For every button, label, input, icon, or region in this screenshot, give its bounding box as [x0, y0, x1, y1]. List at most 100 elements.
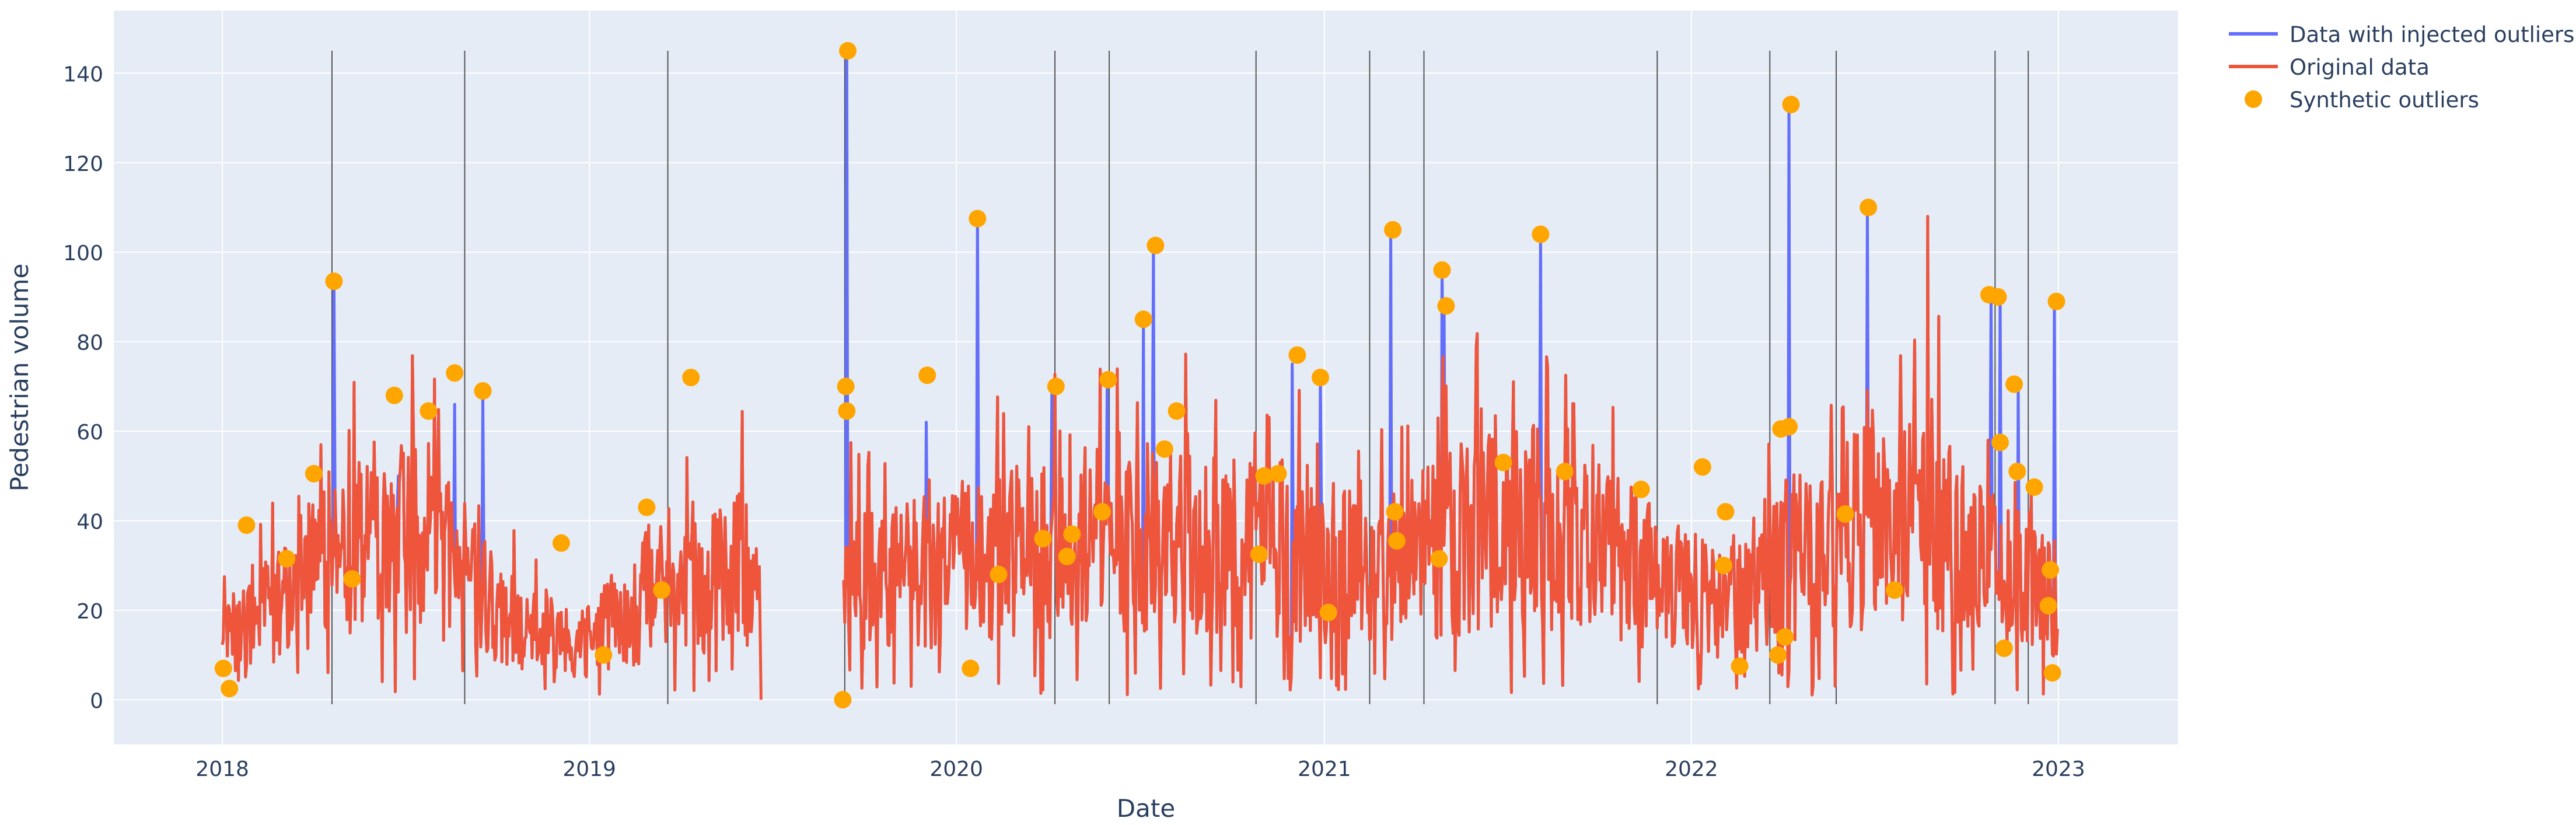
outlier-marker	[834, 691, 852, 709]
outlier-marker	[918, 366, 936, 384]
outlier-marker	[1886, 581, 1903, 599]
outlier-markers	[214, 42, 2065, 709]
outlier-marker	[1430, 550, 1448, 568]
outlier-marker	[2047, 292, 2065, 310]
outlier-marker	[1312, 369, 1329, 386]
outlier-marker	[474, 382, 492, 400]
outlier-marker	[446, 364, 464, 382]
outlier-marker	[1155, 440, 1173, 458]
y-tick-label: 60	[76, 421, 103, 445]
outlier-marker	[1384, 221, 1402, 239]
outlier-marker	[1386, 503, 1404, 521]
outlier-marker	[343, 570, 361, 588]
outlier-marker	[2042, 561, 2060, 579]
y-tick-label: 0	[90, 689, 103, 713]
outlier-marker	[1093, 503, 1111, 521]
y-tick-label: 80	[76, 331, 103, 355]
outlier-marker	[325, 272, 343, 291]
outlier-marker	[1099, 370, 1117, 389]
y-axis-title: Pedestrian volume	[5, 264, 34, 492]
outlier-marker	[838, 402, 856, 420]
outlier-marker	[1147, 236, 1165, 254]
outlier-marker	[1989, 288, 2007, 306]
y-tick-label: 40	[76, 510, 103, 534]
x-axis-title: Date	[1117, 794, 1175, 823]
outlier-marker	[1269, 464, 1287, 483]
legend-label: Original data	[2290, 55, 2430, 80]
outlier-marker	[278, 550, 296, 568]
series-line-original-tail	[757, 565, 763, 700]
legend-marker-swatch	[2245, 90, 2262, 108]
outlier-marker	[990, 565, 1008, 583]
outlier-marker	[420, 402, 438, 420]
legend-item-original[interactable]: Original data	[2229, 55, 2430, 80]
outlier-marker	[2025, 478, 2043, 496]
x-tick-label: 2018	[195, 757, 249, 781]
outlier-marker	[1991, 434, 2009, 452]
legend-item-injected[interactable]: Data with injected outliers	[2229, 22, 2574, 47]
outlier-marker	[237, 516, 256, 534]
outlier-marker	[1047, 377, 1065, 396]
outlier-marker	[2039, 597, 2057, 615]
legend-label: Data with injected outliers	[2290, 22, 2574, 47]
outlier-marker	[1168, 402, 1186, 420]
outlier-marker	[595, 646, 613, 664]
outlier-marker	[837, 377, 855, 396]
outlier-marker	[385, 386, 403, 404]
y-tick-label: 100	[63, 242, 103, 265]
outlier-marker	[1433, 261, 1451, 279]
outlier-marker	[839, 42, 857, 60]
outlier-marker	[1731, 657, 1749, 675]
outlier-marker	[1780, 418, 1798, 436]
outlier-marker	[2008, 463, 2026, 481]
x-tick-label: 2020	[929, 757, 983, 781]
outlier-marker	[1058, 547, 1076, 565]
outlier-marker	[214, 659, 232, 677]
outlier-marker	[1715, 557, 1733, 575]
outlier-marker	[1995, 639, 2013, 658]
outlier-marker	[1494, 453, 1512, 471]
y-tick-label: 120	[63, 152, 103, 176]
legend[interactable]: Data with injected outliers Original data…	[2229, 22, 2574, 113]
outlier-marker	[1782, 96, 1800, 114]
axes: 0 20 40 60 80 100 120 140 2018 2019 2020 2021 2022 20…	[63, 62, 2085, 781]
outlier-marker	[1288, 346, 1306, 364]
outlier-marker	[1134, 310, 1152, 328]
series-line-original	[842, 215, 2059, 697]
outlier-marker	[638, 498, 656, 516]
x-tick-label: 2019	[562, 757, 616, 781]
outlier-marker	[305, 464, 323, 483]
outlier-marker	[1532, 225, 1550, 243]
outlier-marker	[552, 534, 570, 552]
outlier-marker	[1063, 525, 1081, 543]
outlier-marker	[1776, 628, 1794, 646]
legend-item-outliers[interactable]: Synthetic outliers	[2245, 88, 2479, 113]
outlier-marker	[1632, 480, 1650, 498]
outlier-marker	[969, 209, 987, 228]
outlier-marker	[1388, 532, 1406, 550]
outlier-marker	[1860, 198, 1878, 216]
outlier-marker	[1255, 467, 1273, 485]
outlier-marker	[1319, 603, 1337, 621]
outlier-marker	[1769, 646, 1787, 664]
outlier-marker	[962, 659, 980, 677]
outlier-marker	[1717, 503, 1735, 521]
outlier-marker	[2043, 664, 2061, 682]
x-tick-label: 2021	[1298, 757, 1351, 781]
outlier-marker	[1437, 297, 1455, 315]
outlier-marker	[1034, 530, 1052, 548]
outlier-marker	[2005, 375, 2023, 393]
legend-label: Synthetic outliers	[2290, 88, 2479, 113]
outlier-marker	[1250, 546, 1268, 563]
outlier-marker	[682, 369, 700, 386]
outlier-marker	[221, 680, 239, 698]
x-tick-label: 2022	[1665, 757, 1718, 781]
y-tick-label: 140	[63, 62, 103, 86]
y-tick-label: 20	[76, 600, 103, 624]
outlier-marker	[1693, 458, 1711, 476]
x-tick-label: 2023	[2032, 757, 2085, 781]
outlier-marker	[653, 581, 671, 599]
outlier-marker	[1556, 463, 1574, 481]
